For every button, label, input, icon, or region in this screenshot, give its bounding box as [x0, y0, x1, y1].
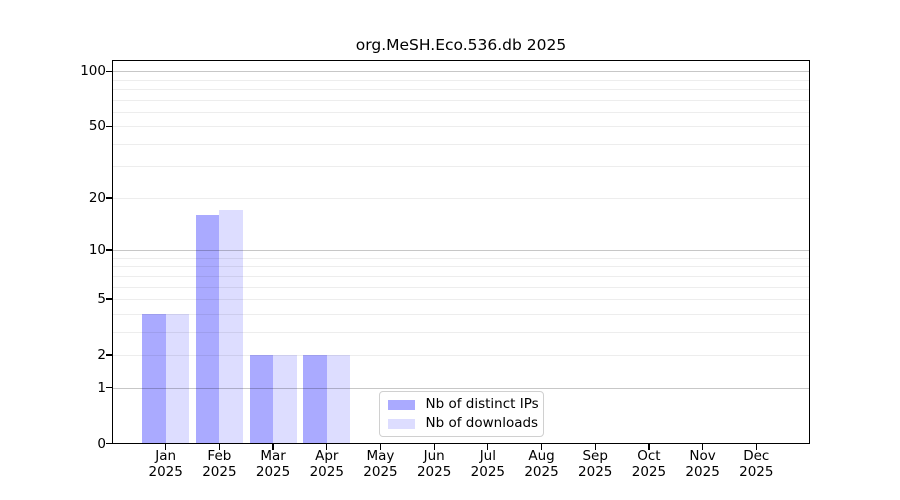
- gridline-minor-50: [112, 126, 810, 128]
- legend-item-downloads: Nb of downloads: [387, 415, 543, 431]
- bar-jan-distinct-ips: [142, 313, 166, 444]
- gridline-minor-6: [112, 286, 810, 288]
- y-tick-mark-2: [106, 354, 112, 356]
- bar-apr-downloads: [326, 354, 351, 444]
- gridline-minor-20: [112, 197, 810, 199]
- x-tick-label-dec: Dec 2025: [739, 447, 774, 481]
- x-tick-label-jun: Jun 2025: [416, 447, 452, 481]
- legend-label-distinct-ips: Nb of distinct IPs: [425, 396, 539, 412]
- gridline-minor-40: [112, 143, 810, 145]
- bar-feb-downloads: [219, 210, 243, 444]
- x-tick-mark-may: [379, 443, 382, 450]
- x-tick-mark-oct: [648, 443, 650, 450]
- bar-feb-distinct-ips: [195, 214, 220, 444]
- x-tick-label-aug: Aug 2025: [524, 447, 559, 481]
- gridline-major-1: [112, 387, 810, 389]
- y-tick-mark-20: [106, 197, 112, 199]
- gridline-minor-8: [112, 266, 810, 268]
- x-tick-mark-jan: [165, 443, 167, 450]
- bar-jan-downloads: [165, 313, 190, 444]
- bar-mar-downloads: [273, 354, 297, 444]
- y-tick-label-50: 50: [88, 118, 106, 135]
- y-tick-mark-5: [106, 298, 112, 300]
- x-tick-label-nov: Nov 2025: [685, 447, 720, 481]
- x-tick-mark-feb: [218, 443, 221, 450]
- x-tick-label-may: May 2025: [363, 447, 398, 481]
- gridline-minor-30: [112, 166, 810, 168]
- plot-area: Nb of distinct IPs Nb of downloads: [112, 60, 810, 444]
- y-tick-label-2: 2: [97, 346, 106, 363]
- gridline-minor-9: [112, 257, 810, 259]
- y-tick-mark-100: [106, 70, 112, 72]
- x-tick-label-apr: Apr 2025: [309, 447, 344, 481]
- gridline-minor-60: [112, 111, 810, 113]
- gridline-minor-90: [112, 79, 810, 81]
- gridline-major-100: [112, 71, 810, 73]
- y-tick-mark-50: [106, 125, 112, 127]
- x-tick-label-jan: Jan 2025: [148, 447, 183, 481]
- y-tick-label-0: 0: [97, 435, 106, 452]
- legend-label-downloads: Nb of downloads: [425, 415, 539, 431]
- x-tick-mark-jun: [433, 443, 435, 450]
- gridline-minor-7: [112, 275, 810, 277]
- legend: Nb of distinct IPs Nb of downloads: [378, 391, 544, 437]
- y-tick-label-20: 20: [88, 189, 106, 206]
- plot-frame: [112, 60, 810, 444]
- gridline-minor-2: [112, 354, 810, 356]
- gridline-minor-80: [112, 88, 810, 90]
- gridline-minor-70: [112, 99, 810, 101]
- legend-swatch-distinct-ips: [387, 399, 415, 410]
- chart-title: org.MeSH.Eco.536.db 2025: [355, 36, 567, 54]
- gridline-minor-4: [112, 313, 810, 315]
- y-tick-label-100: 100: [80, 63, 106, 80]
- y-tick-label-1: 1: [97, 379, 106, 396]
- bar-apr-distinct-ips: [303, 354, 327, 444]
- y-tick-label-10: 10: [88, 242, 106, 259]
- x-tick-label-feb: Feb 2025: [202, 447, 237, 481]
- x-tick-label-mar: Mar 2025: [255, 447, 291, 481]
- x-tick-mark-jul: [487, 443, 489, 450]
- x-tick-mark-aug: [540, 443, 543, 450]
- y-tick-mark-1: [106, 386, 112, 389]
- x-tick-mark-dec: [755, 443, 757, 450]
- x-tick-mark-mar: [272, 443, 274, 450]
- x-tick-mark-apr: [326, 443, 328, 450]
- x-tick-mark-nov: [701, 443, 704, 450]
- gridline-minor-3: [112, 331, 810, 333]
- gridline-major-10: [112, 250, 810, 252]
- y-tick-label-5: 5: [97, 290, 106, 307]
- bar-mar-distinct-ips: [249, 354, 274, 444]
- legend-item-distinct-ips: Nb of distinct IPs: [387, 396, 543, 412]
- x-tick-mark-sep: [594, 443, 596, 450]
- y-tick-mark-0: [106, 442, 112, 445]
- gridline-minor-5: [112, 298, 810, 300]
- x-tick-label-sep: Sep 2025: [578, 447, 613, 481]
- x-tick-label-oct: Oct 2025: [631, 447, 667, 481]
- legend-swatch-downloads: [387, 418, 415, 429]
- x-tick-label-jul: Jul 2025: [470, 447, 506, 481]
- y-tick-mark-10: [106, 249, 112, 251]
